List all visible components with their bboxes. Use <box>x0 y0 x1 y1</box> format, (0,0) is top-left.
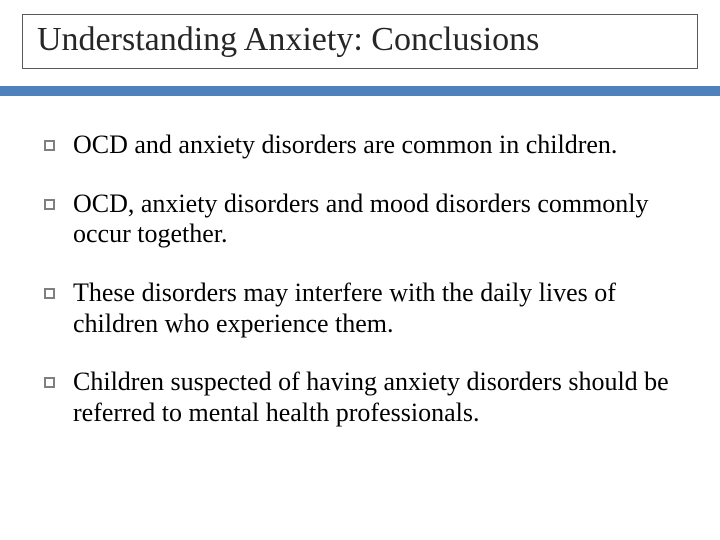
bullet-square-icon <box>44 288 55 299</box>
slide: Understanding Anxiety: Conclusions OCD a… <box>0 0 720 540</box>
bullet-text: These disorders may interfere with the d… <box>73 278 680 339</box>
bullet-text: OCD, anxiety disorders and mood disorder… <box>73 189 680 250</box>
slide-title: Understanding Anxiety: Conclusions <box>37 21 683 58</box>
list-item: These disorders may interfere with the d… <box>44 278 680 339</box>
bullet-text: OCD and anxiety disorders are common in … <box>73 130 617 161</box>
list-item: OCD, anxiety disorders and mood disorder… <box>44 189 680 250</box>
accent-bar <box>0 86 720 96</box>
bullet-square-icon <box>44 199 55 210</box>
bullet-list: OCD and anxiety disorders are common in … <box>44 130 680 457</box>
list-item: OCD and anxiety disorders are common in … <box>44 130 680 161</box>
bullet-square-icon <box>44 377 55 388</box>
bullet-text: Children suspected of having anxiety dis… <box>73 367 680 428</box>
list-item: Children suspected of having anxiety dis… <box>44 367 680 428</box>
bullet-square-icon <box>44 140 55 151</box>
title-box: Understanding Anxiety: Conclusions <box>22 14 698 69</box>
